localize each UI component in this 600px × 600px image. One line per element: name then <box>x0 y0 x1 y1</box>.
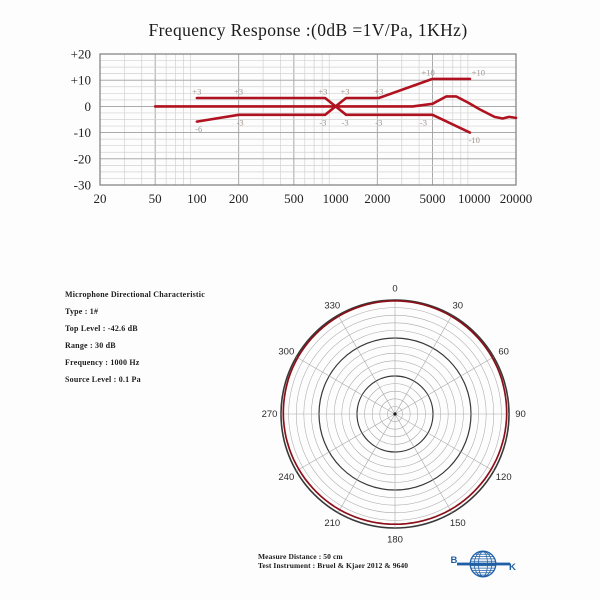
bk-logo: B K <box>451 550 516 578</box>
x-axis-label: 10000 <box>458 191 491 206</box>
x-axis-label: 20 <box>94 191 107 206</box>
freq-annotation: -10 <box>469 135 480 145</box>
freq-annotation: +10 <box>421 67 434 77</box>
footer-block: Measure Distance : 50 cm Test Instrument… <box>258 552 409 570</box>
freq-annotation: +3 <box>234 87 243 97</box>
freq-annotation: +3 <box>318 87 327 97</box>
freq-grid <box>99 53 517 186</box>
spec-line-source-level: Source Level : 0.1 Pa <box>65 375 141 384</box>
polar-angle-label: 330 <box>324 301 340 312</box>
freq-annotation: -6 <box>195 124 202 134</box>
spec-line-top-level: Top Level : -42.6 dB <box>65 324 138 333</box>
footer-measure-distance: Measure Distance : 50 cm <box>258 552 343 561</box>
freq-annotation: +3 <box>374 87 383 97</box>
polar-angle-label: 60 <box>498 346 509 357</box>
spec-block: Microphone Directional Characteristic Ty… <box>65 286 205 388</box>
logo-letter-k: K <box>509 562 516 573</box>
y-axis-label: -20 <box>74 151 91 166</box>
polar-angle-label: 30 <box>452 301 463 312</box>
x-axis-label: 200 <box>229 191 249 206</box>
freq-annotation: +10 <box>472 67 485 77</box>
freq-annotation: -3 <box>375 117 382 127</box>
logo-letter-b: B <box>451 555 458 566</box>
polar-angle-label: 180 <box>387 535 403 546</box>
freq-annotation: +3 <box>192 87 201 97</box>
x-axis-label: 1000 <box>323 191 349 206</box>
y-axis-label: +20 <box>71 47 91 62</box>
polar-angle-label: 150 <box>450 518 466 529</box>
y-axis-label: +10 <box>71 73 91 88</box>
freq-annotation: +3 <box>341 87 350 97</box>
spec-line-frequency: Frequency : 1000 Hz <box>65 358 140 367</box>
y-axis-label: -30 <box>74 178 91 193</box>
x-axis-label: 100 <box>187 191 207 206</box>
x-axis-label: 50 <box>149 191 162 206</box>
polar-angle-label: 270 <box>262 409 278 420</box>
spec-line-range: Range : 30 dB <box>65 341 116 350</box>
polar-pattern-curve <box>282 299 508 526</box>
polar-angle-label: 210 <box>324 518 340 529</box>
polar-angle-label: 0 <box>392 284 397 295</box>
x-axis-label: 2000 <box>364 191 390 206</box>
logo-bar <box>457 562 510 566</box>
polar-pattern-chart: 0 30 60 90 120 150 180 210 240 270 300 330 <box>262 284 526 546</box>
lower-tolerance-curve <box>195 105 472 134</box>
x-axis-label: 500 <box>284 191 304 206</box>
freq-curves <box>153 77 518 134</box>
polar-angle-label: 240 <box>278 472 294 483</box>
freq-annotation: -3 <box>341 117 348 127</box>
x-axis-label: 5000 <box>420 191 446 206</box>
frequency-response-chart: +3 +3 +3 +3 +3 +10 +10 -6 -3 -3 -3 -3 -3 -10 +20 +10 0 -1… <box>71 47 533 207</box>
polar-center-dot <box>393 412 397 416</box>
upper-tolerance-curve <box>195 77 472 108</box>
frequency-chart-title: Frequency Response :(0dB =1V/Pa, 1KHz) <box>148 20 468 40</box>
x-axis-label: 20000 <box>500 191 533 206</box>
y-axis-label: -10 <box>74 125 91 140</box>
footer-test-instrument: Test Instrument : Bruel & Kjaer 2012 & 9… <box>258 560 409 570</box>
freq-annotation: -3 <box>237 117 244 127</box>
polar-angle-label: 300 <box>278 346 294 357</box>
freq-plot-border <box>99 53 517 186</box>
response-curve <box>153 95 518 120</box>
spec-line-heading: Microphone Directional Characteristic <box>65 290 205 299</box>
freq-annotation: -3 <box>420 117 427 127</box>
freq-annotation: -3 <box>319 117 326 127</box>
polar-angle-label: 120 <box>496 472 512 483</box>
spec-line-type: Type : 1# <box>65 307 99 316</box>
polar-angle-label: 90 <box>515 409 526 420</box>
y-axis-label: 0 <box>85 99 92 114</box>
